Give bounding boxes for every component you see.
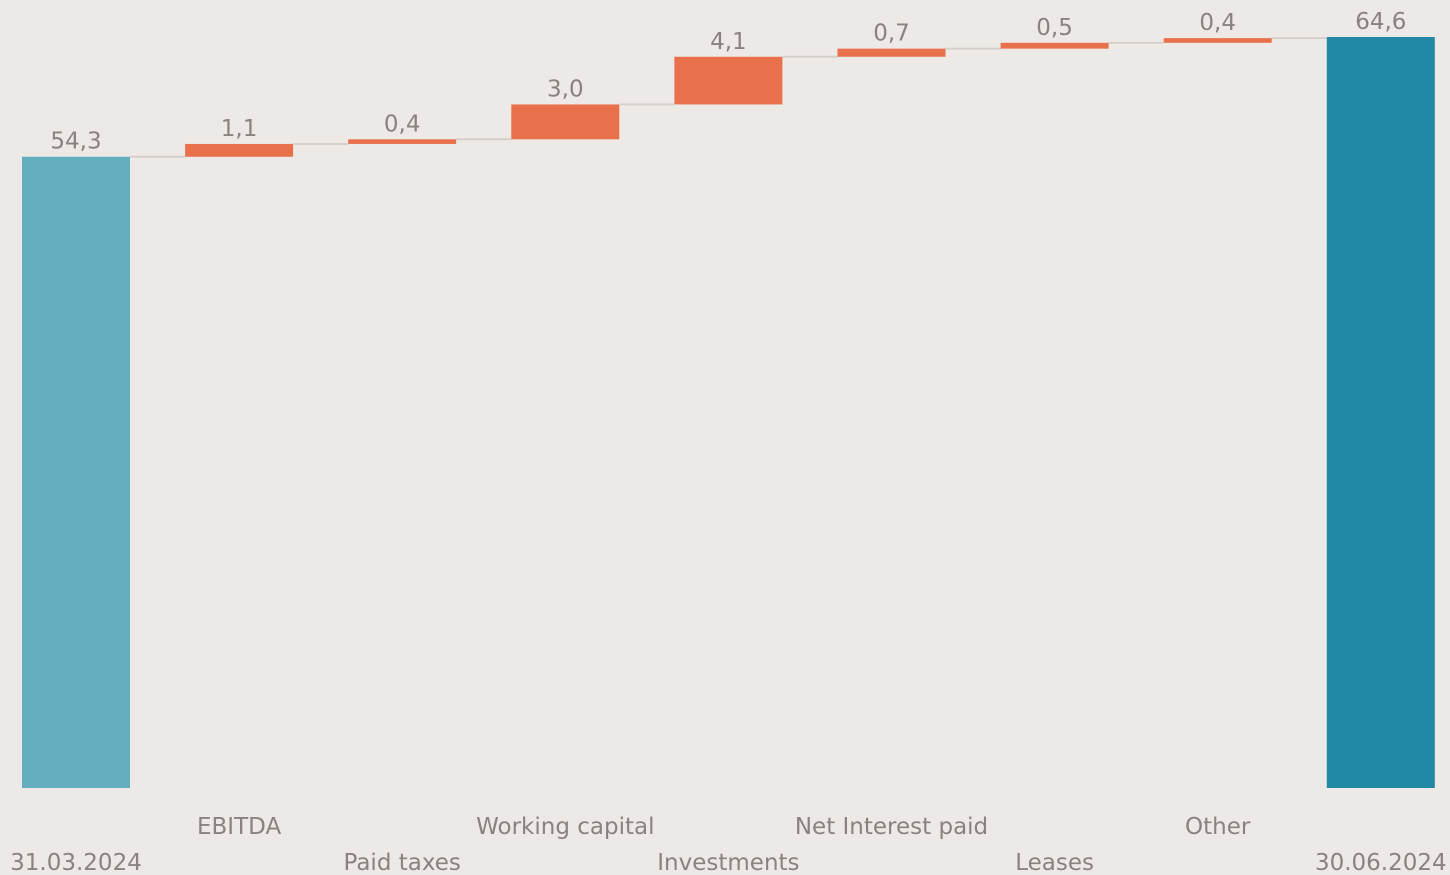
bar [837, 48, 946, 57]
bar [1326, 37, 1435, 788]
bar [1163, 38, 1272, 43]
bar [674, 56, 783, 105]
x-tick-label: Paid taxes [344, 850, 461, 875]
value-label: 1,1 [221, 116, 258, 142]
value-label: 0,5 [1036, 15, 1073, 41]
value-label: 0,7 [873, 21, 910, 47]
x-tick-label: Leases [1015, 850, 1094, 875]
x-tick-label: Other [1185, 814, 1251, 840]
value-label: 4,1 [710, 29, 747, 55]
x-tick-label: Working capital [476, 814, 654, 840]
bar [511, 104, 620, 140]
value-label: 0,4 [384, 111, 421, 137]
x-tick-label: 30.06.2024 [1315, 850, 1447, 875]
bar [1000, 42, 1109, 49]
value-label: 54,3 [50, 129, 101, 155]
x-tick-label: 31.03.2024 [10, 850, 142, 875]
bar [22, 156, 130, 789]
value-label: 0,4 [1199, 10, 1236, 36]
x-tick-label: Net Interest paid [795, 814, 988, 840]
x-tick-label: Investments [657, 850, 799, 875]
value-label: 64,6 [1355, 9, 1406, 35]
bar [348, 139, 457, 144]
bar [185, 143, 294, 157]
x-tick-label: EBITDA [197, 814, 281, 840]
value-label: 3,0 [547, 76, 584, 102]
